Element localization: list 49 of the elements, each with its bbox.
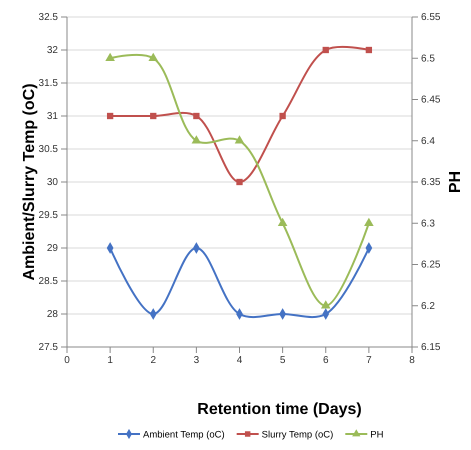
y-tick-label: 29 xyxy=(46,243,58,254)
y-tick-label: 30.5 xyxy=(38,144,58,156)
x-tick-label: 7 xyxy=(366,355,372,366)
y-tick-label: 32.5 xyxy=(38,12,58,24)
y2-axis-title: PH xyxy=(447,170,464,194)
point xyxy=(278,218,288,226)
x-tick-label: 2 xyxy=(150,355,156,366)
y2-tick-label: 6.2 xyxy=(421,300,436,312)
x-tick-label: 8 xyxy=(409,355,416,366)
y2-tick-label: 6.55 xyxy=(421,12,441,24)
point xyxy=(366,46,372,54)
x-tick-label: 3 xyxy=(194,355,200,366)
point xyxy=(322,46,329,54)
y2-tick-label: 6.15 xyxy=(421,342,441,354)
point xyxy=(150,112,156,120)
y-tick-label: 30 xyxy=(46,177,58,188)
x-tick-label: 6 xyxy=(322,355,329,366)
y-tick-label: 29.5 xyxy=(38,210,58,222)
point xyxy=(279,112,286,120)
y-tick-label: 32 xyxy=(46,45,58,56)
y-tick-label: 31.5 xyxy=(38,78,58,90)
legend-label: Slurry Temp (oC) xyxy=(262,430,334,440)
legend-label: Ambient Temp (oC) xyxy=(143,430,225,440)
point xyxy=(192,135,202,144)
y2-tick-label: 6.5 xyxy=(421,53,436,64)
y2-tick-label: 6.4 xyxy=(421,136,436,147)
x-tick-label: 5 xyxy=(280,355,286,366)
y2-tick-label: 6.25 xyxy=(421,260,441,271)
y-tick-label: 28 xyxy=(46,309,58,320)
legend-label: PH xyxy=(370,430,384,440)
x-tick-label: 4 xyxy=(236,355,243,366)
y-axis-title: Ambient/Slurry Temp (oC) xyxy=(21,83,38,281)
point xyxy=(105,52,115,62)
point xyxy=(364,218,374,226)
point xyxy=(320,300,331,309)
y-tick-label: 31 xyxy=(46,111,58,122)
point xyxy=(193,112,200,120)
point xyxy=(236,178,243,186)
y2-tick-label: 6.35 xyxy=(421,177,441,188)
x-axis-title: Retention time (Days) xyxy=(197,401,362,418)
x-tick-label: 0 xyxy=(64,355,70,366)
y-tick-label: 27.5 xyxy=(38,342,58,354)
point xyxy=(234,135,244,144)
point xyxy=(148,52,158,62)
y2-tick-label: 6.3 xyxy=(421,218,436,230)
point xyxy=(106,112,114,120)
y-tick-label: 28.5 xyxy=(38,276,58,288)
x-tick-label: 1 xyxy=(107,355,114,366)
y2-tick-label: 6.45 xyxy=(421,94,441,106)
